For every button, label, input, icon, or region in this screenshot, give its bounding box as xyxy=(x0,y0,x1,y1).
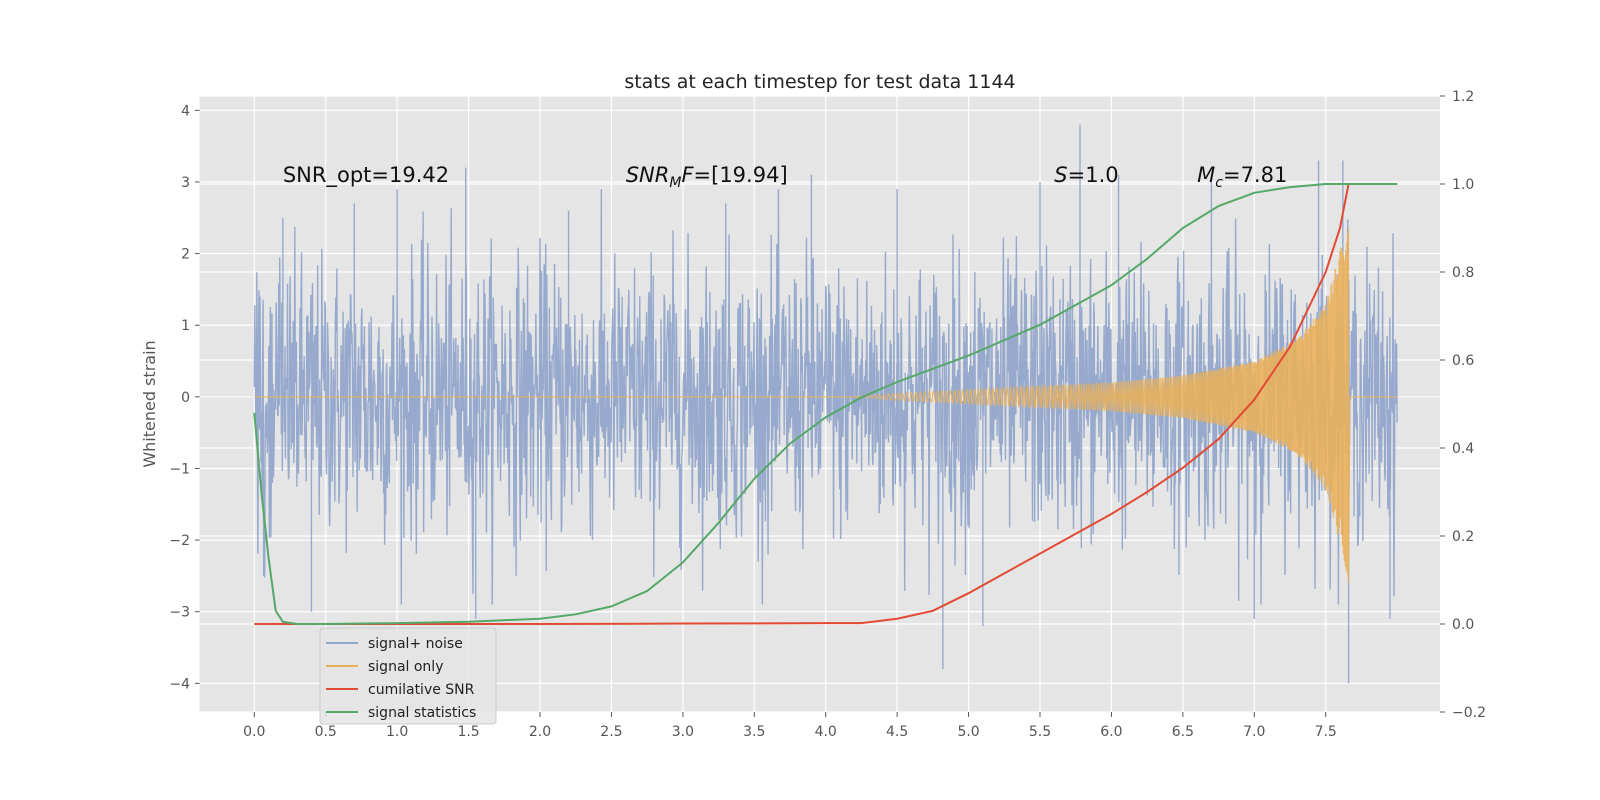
legend: signal+ noise signal only cumilative SNR si… xyxy=(319,627,497,725)
annotation-symbol: F xyxy=(681,163,694,187)
annotation-symbol: SNR xyxy=(626,163,670,187)
axes: 0.0 0.5 1.0 1.5 2.0 2.5 3.0 3.5 4.0 4.5 5.0 5.5 6.0 6… xyxy=(169,89,1486,740)
y2-tick-label: 0.4 xyxy=(1452,441,1474,457)
y2-tick-label: 0.0 xyxy=(1452,617,1474,633)
annotation-value: =1.0 xyxy=(1068,163,1119,187)
annotation: SNR_opt=19.42 xyxy=(283,163,449,188)
x-tick-label: 4.0 xyxy=(815,724,837,740)
x-tick-label: 4.5 xyxy=(886,724,908,740)
legend-label: signal only xyxy=(368,659,443,675)
annotation: Mc=7.81 xyxy=(1197,163,1287,191)
annotation-symbol: S xyxy=(1054,163,1067,187)
series-signal-only xyxy=(254,228,1398,584)
y2-tick-label: 0.8 xyxy=(1452,265,1474,281)
y2-tick-label: 1.2 xyxy=(1452,89,1474,105)
y-tick-label: 0 xyxy=(181,390,190,406)
annotation: S=1.0 xyxy=(1054,163,1118,187)
x-tick-label: 0.5 xyxy=(315,724,337,740)
y-tick-label: 3 xyxy=(181,175,190,191)
annotation: SNRMF=[19.94] xyxy=(626,163,788,191)
y-tick-label: −1 xyxy=(169,461,190,477)
x-tick-label: 7.5 xyxy=(1315,724,1337,740)
x-tick-label: 5.0 xyxy=(957,724,979,740)
y-axis-title: Whitened strain xyxy=(140,340,159,467)
y2-tick-label: 0.2 xyxy=(1452,529,1474,545)
legend-label: signal statistics xyxy=(368,705,476,721)
x-tick-label: 1.0 xyxy=(386,724,408,740)
y2-tick-label: 1.0 xyxy=(1452,177,1474,193)
x-tick-label: 5.5 xyxy=(1029,724,1051,740)
y-tick-label: −3 xyxy=(169,605,190,621)
x-tick-label: 2.5 xyxy=(600,724,622,740)
annotation-subscript: M xyxy=(669,175,681,191)
x-tick-label: 7.0 xyxy=(1243,724,1265,740)
series-cumulative-snr xyxy=(254,183,1398,625)
y2-tick-label: 0.6 xyxy=(1452,353,1474,369)
y-tick-label: −4 xyxy=(169,676,190,692)
x-tick-label: 6.0 xyxy=(1100,724,1122,740)
legend-label: cumilative SNR xyxy=(368,682,475,698)
y-tick-label: −2 xyxy=(169,533,190,549)
legend-label: signal+ noise xyxy=(368,636,463,652)
chart-title: stats at each timestep for test data 114… xyxy=(624,71,1015,93)
y-tick-label: 4 xyxy=(181,103,190,119)
x-tick-label: 2.0 xyxy=(529,724,551,740)
x-tick-label: 6.5 xyxy=(1172,724,1194,740)
annotation-symbol: M xyxy=(1197,163,1215,187)
y-tick-label: 1 xyxy=(181,318,190,334)
y2-tick-label: −0.2 xyxy=(1452,705,1486,721)
x-tick-label: 1.5 xyxy=(457,724,479,740)
y-tick-label: 2 xyxy=(181,247,190,263)
legend-box xyxy=(319,627,497,725)
series-layer xyxy=(253,124,1398,684)
x-tick-label: 0.0 xyxy=(243,724,265,740)
series-signal-statistics xyxy=(253,183,1398,625)
annotation-value: =[19.94] xyxy=(694,163,788,187)
annotations: SNR_opt=19.42 SNRMF=[19.94] S=1.0 Mc=7.81 xyxy=(283,163,1287,191)
annotation-value: =7.81 xyxy=(1223,163,1287,187)
x-tick-label: 3.5 xyxy=(743,724,765,740)
annotation-subscript: c xyxy=(1215,175,1223,191)
x-tick-label: 3.0 xyxy=(672,724,694,740)
